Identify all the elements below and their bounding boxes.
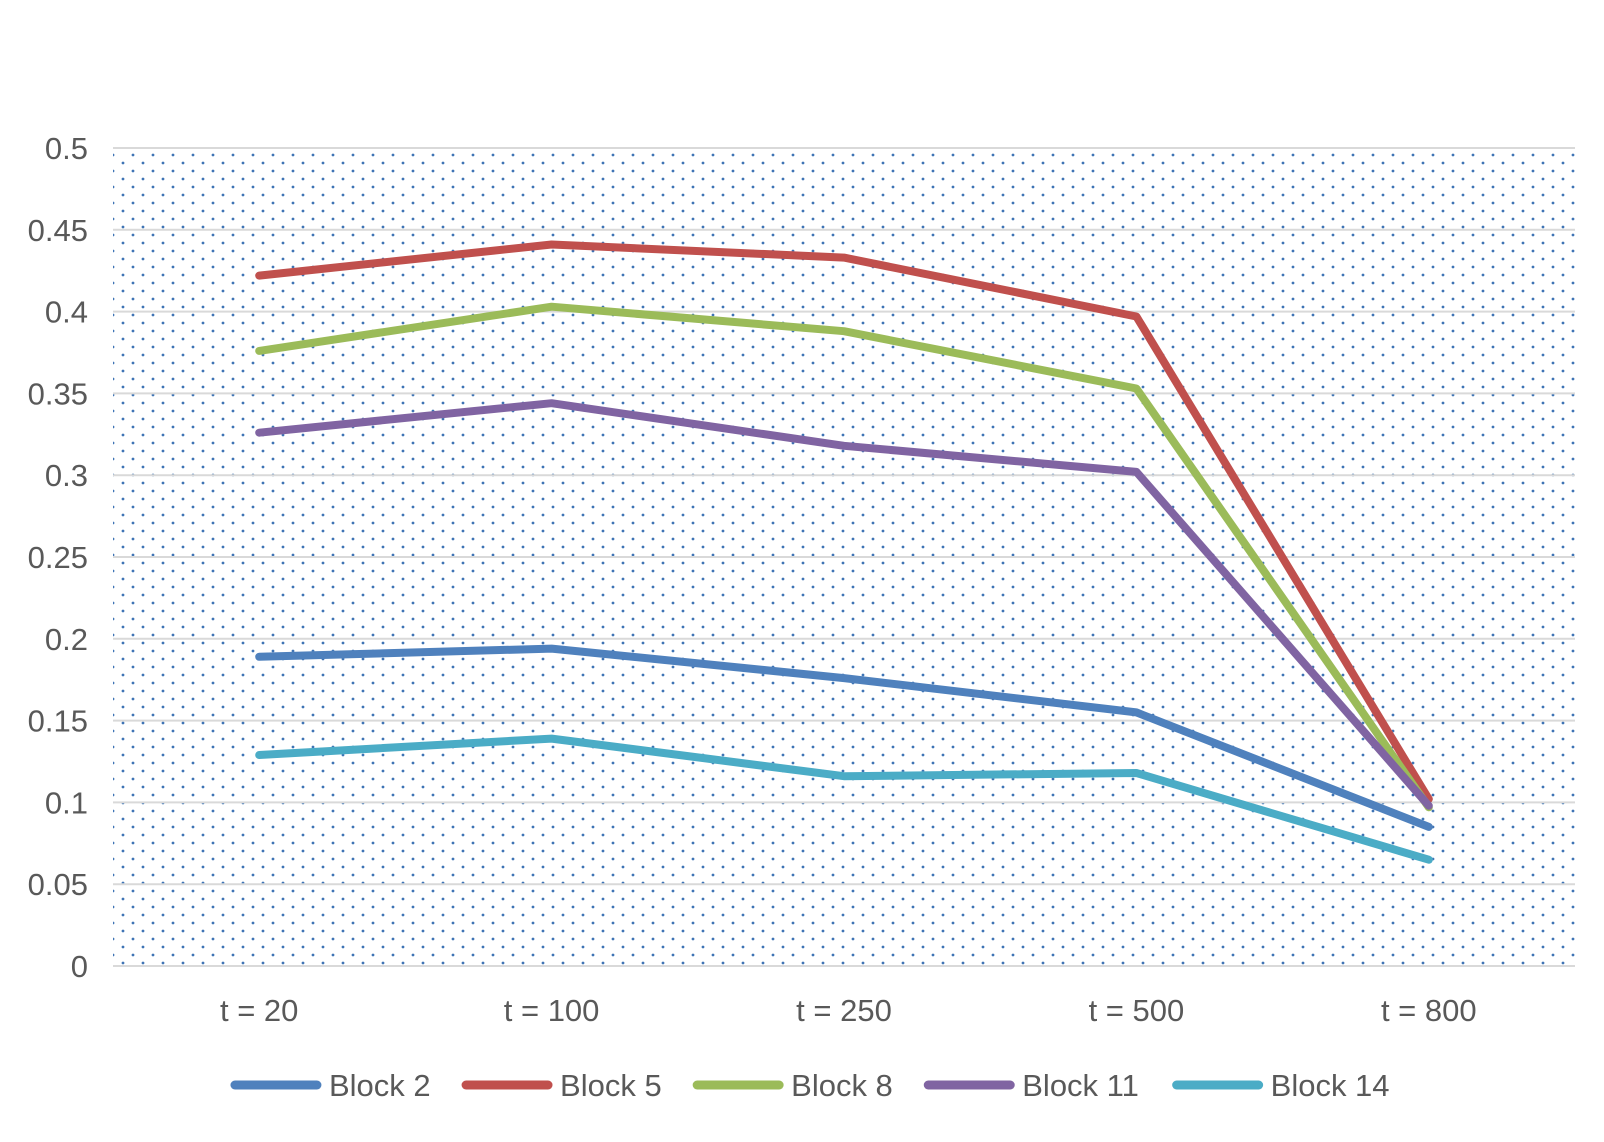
series-line-block-8 [255, 302, 1433, 812]
y-tick-label: 0.1 [45, 785, 88, 820]
y-tick-label: 0.2 [45, 622, 88, 657]
x-axis-tick-labels: t = 20 t = 100 t = 250 t = 500 t = 800 [220, 993, 1477, 1028]
y-tick-label: 0.4 [45, 295, 88, 330]
y-tick-label: 0.3 [45, 458, 88, 493]
y-tick-label: 0.05 [28, 867, 88, 902]
legend-label: Block 2 [329, 1068, 431, 1103]
y-tick-label: 0.15 [28, 704, 88, 739]
y-tick-label: 0.45 [28, 213, 88, 248]
x-tick-label: t = 250 [796, 993, 892, 1028]
y-tick-label: 0.5 [45, 131, 88, 166]
gridlines [113, 147, 1575, 967]
x-tick-label: t = 500 [1089, 993, 1185, 1028]
series-line-block-5 [255, 240, 1433, 804]
y-tick-label: 0 [71, 949, 88, 984]
series-line-block-14 [255, 734, 1433, 864]
legend-label: Block 5 [560, 1068, 662, 1103]
legend-label: Block 14 [1271, 1068, 1390, 1103]
legend-label: Block 11 [1022, 1068, 1139, 1103]
series-line-block-11 [255, 399, 1433, 810]
legend-label: Block 8 [791, 1068, 893, 1103]
y-axis-tick-labels: 0 0.05 0.1 0.15 0.2 0.25 0.3 0.35 0.4 0.45 0.5 [28, 131, 88, 984]
series-lines [255, 240, 1433, 864]
y-tick-label: 0.35 [28, 376, 88, 411]
x-tick-label: t = 800 [1381, 993, 1477, 1028]
y-tick-label: 0.25 [28, 540, 88, 575]
x-tick-label: t = 20 [220, 993, 298, 1028]
x-tick-label: t = 100 [504, 993, 600, 1028]
series-line-block-2 [255, 644, 1433, 831]
legend: Block 2 Block 5 Block 8 Block 11 Block 14 [230, 1068, 1390, 1103]
